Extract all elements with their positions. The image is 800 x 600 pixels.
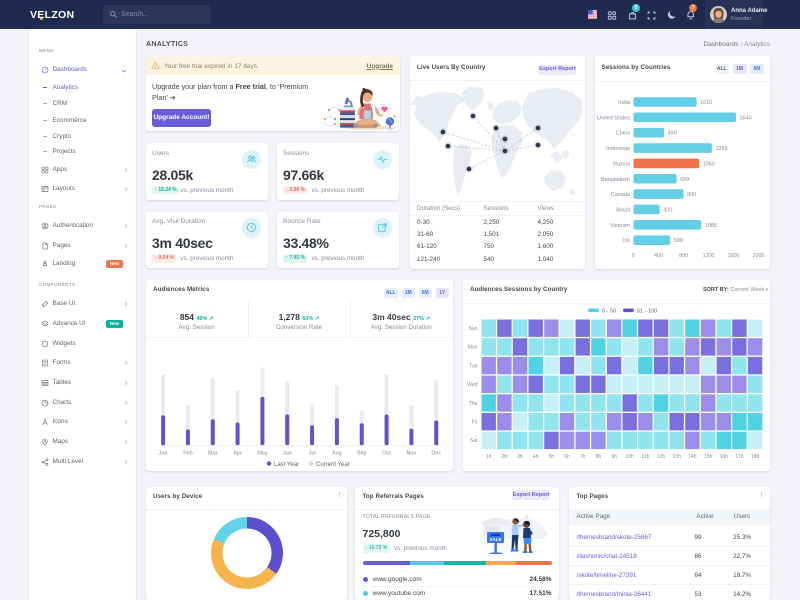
svg-text:51 - 100: 51 - 100	[637, 308, 657, 314]
svg-text:Oct: Oct	[382, 451, 391, 457]
svg-text:Tue: Tue	[469, 363, 478, 369]
svg-text:1050: 1050	[703, 161, 715, 167]
svg-text:1255: 1255	[715, 146, 727, 152]
svg-text:3h: 3h	[517, 454, 523, 460]
svg-text:Mon: Mon	[467, 344, 477, 350]
svg-text:1200: 1200	[703, 253, 715, 259]
svg-text:420: 420	[663, 207, 672, 213]
svg-text:17h: 17h	[735, 454, 744, 460]
svg-text:15h: 15h	[703, 454, 712, 460]
svg-text:Jan: Jan	[158, 451, 167, 457]
svg-text:800: 800	[687, 192, 696, 198]
svg-text:Apr: Apr	[233, 451, 242, 457]
svg-text:13h: 13h	[672, 454, 681, 460]
svg-text:8h: 8h	[595, 454, 601, 460]
svg-text:0 - 50: 0 - 50	[602, 308, 616, 314]
svg-text:6h: 6h	[564, 454, 570, 460]
svg-text:United States: United States	[597, 115, 630, 121]
svg-text:Jul: Jul	[308, 451, 315, 457]
svg-text:Sat: Sat	[469, 438, 477, 444]
svg-text:10h: 10h	[625, 454, 634, 460]
svg-text:Canada: Canada	[611, 192, 631, 198]
svg-text:Mar: Mar	[208, 451, 218, 457]
svg-text:Jun: Jun	[282, 451, 291, 457]
svg-text:1085: 1085	[705, 223, 717, 229]
svg-text:Feb: Feb	[183, 451, 192, 457]
svg-text:2000: 2000	[753, 253, 765, 259]
svg-text:Vietnam: Vietnam	[610, 223, 630, 229]
svg-text:18h: 18h	[750, 454, 759, 460]
svg-text:Brazil: Brazil	[616, 207, 630, 213]
svg-text:490: 490	[668, 131, 677, 137]
svg-text:589: 589	[674, 238, 683, 244]
svg-text:689: 689	[680, 177, 689, 183]
svg-text:2h: 2h	[501, 454, 507, 460]
svg-text:India: India	[618, 100, 631, 106]
svg-text:16h: 16h	[719, 454, 728, 460]
svg-text:SALE: SALE	[489, 537, 501, 542]
svg-text:Sun: Sun	[468, 326, 477, 332]
svg-text:Current Year: Current Year	[316, 462, 350, 468]
svg-text:12h: 12h	[656, 454, 665, 460]
svg-text:400: 400	[654, 253, 663, 259]
svg-text:UK: UK	[622, 238, 630, 244]
svg-text:Sep: Sep	[356, 451, 366, 457]
svg-text:Fri: Fri	[471, 419, 477, 425]
svg-text:1640: 1640	[740, 115, 752, 121]
svg-text:11h: 11h	[641, 454, 649, 460]
svg-text:1h: 1h	[485, 454, 491, 460]
svg-text:Nov: Nov	[406, 451, 416, 457]
svg-text:7h: 7h	[579, 454, 585, 460]
svg-text:5h: 5h	[548, 454, 554, 460]
svg-text:4h: 4h	[532, 454, 538, 460]
svg-text:Wed: Wed	[467, 382, 477, 388]
svg-text:1600: 1600	[728, 253, 740, 259]
svg-text:Indonesia: Indonesia	[606, 146, 631, 152]
svg-text:May: May	[257, 451, 268, 457]
svg-text:Dec: Dec	[431, 451, 441, 457]
svg-text:Thu: Thu	[468, 400, 477, 406]
svg-text:Russia: Russia	[613, 161, 631, 167]
svg-text:Aug: Aug	[332, 451, 342, 457]
svg-text:800: 800	[679, 253, 688, 259]
svg-text:Bangladesh: Bangladesh	[601, 177, 630, 183]
svg-text:Last Year: Last Year	[274, 462, 299, 468]
svg-text:14h: 14h	[688, 454, 697, 460]
svg-text:China: China	[616, 131, 631, 137]
svg-text:1010: 1010	[700, 100, 712, 106]
svg-text:9h: 9h	[611, 454, 617, 460]
svg-text:0: 0	[632, 253, 635, 259]
